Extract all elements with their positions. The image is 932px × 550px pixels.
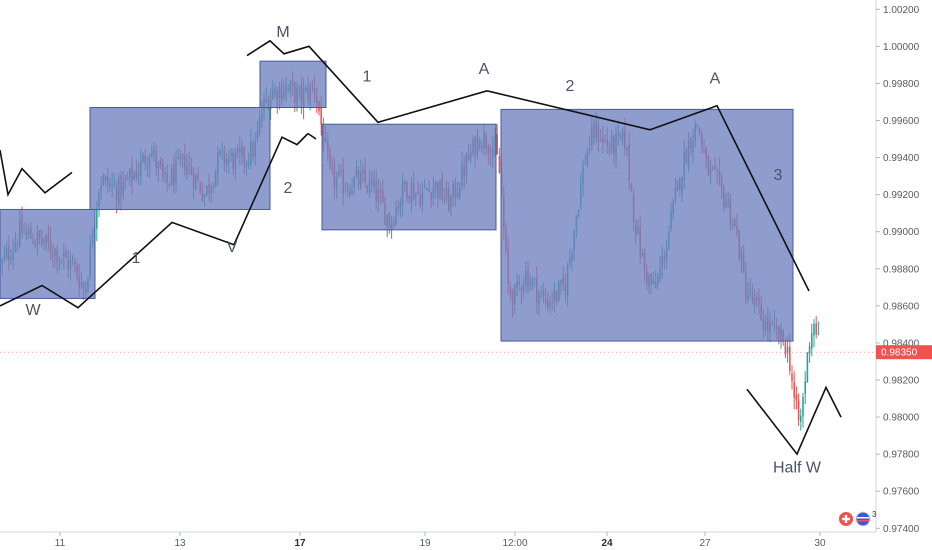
- y-tick-label: 0.97600: [883, 487, 920, 498]
- y-tick-label: 0.98000: [883, 413, 920, 424]
- y-tick: 0.98000: [876, 413, 920, 424]
- box-4: [321, 123, 497, 231]
- candle: [813, 319, 815, 348]
- candle: [498, 148, 501, 174]
- last-price-label: 0.98350: [881, 348, 918, 359]
- y-tick-label: 0.97800: [883, 450, 920, 461]
- svg-text:3: 3: [872, 510, 877, 519]
- y-tick-label: 0.99200: [883, 190, 920, 201]
- wave-label: Half W: [773, 460, 822, 477]
- wave-label: 3: [774, 167, 783, 184]
- y-tick-label: 0.97400: [883, 524, 920, 535]
- y-tick-label: 0.99000: [883, 227, 920, 238]
- x-tick-label: 12:00: [502, 538, 527, 549]
- x-tick: 13: [174, 532, 186, 549]
- candle: [496, 123, 498, 155]
- x-tick: 17: [294, 532, 306, 549]
- range-boxes: [0, 60, 794, 342]
- y-tick-label: 1.00200: [883, 5, 920, 16]
- candle: [806, 352, 809, 383]
- y-tick-label: 0.98400: [883, 338, 920, 349]
- wave-label: 2: [566, 78, 575, 95]
- candle: [802, 393, 804, 428]
- x-tick-label: 30: [814, 538, 826, 549]
- wave-annotations: W 1 V 2 M 1 A 2 A 3 Half W: [25, 24, 821, 477]
- x-tick: 30: [814, 532, 826, 549]
- y-tick: 0.98400: [876, 338, 920, 349]
- wave-label: W: [25, 302, 41, 319]
- flag-icon[interactable]: 3: [855, 510, 877, 527]
- x-ticks: 11 13 17 19 12:00 24 27 30: [55, 532, 826, 549]
- x-tick: 19: [419, 532, 431, 549]
- y-tick: 0.98200: [876, 376, 920, 387]
- y-tick: 0.99600: [876, 116, 920, 127]
- x-tick: 11: [55, 532, 66, 549]
- wave-label: A: [710, 70, 721, 87]
- y-tick-label: 1.00000: [883, 42, 920, 53]
- candle: [811, 323, 813, 357]
- y-tick: 0.99400: [876, 153, 920, 164]
- candle: [784, 338, 787, 359]
- x-tick: 12:00: [502, 532, 528, 549]
- x-tick-label: 13: [174, 538, 186, 549]
- y-tick: 0.98600: [876, 301, 920, 312]
- candle: [804, 371, 806, 405]
- wave-lines: [0, 39, 842, 456]
- candle: [793, 371, 795, 410]
- wave-m: [246, 39, 810, 292]
- box-1: [0, 208, 96, 299]
- y-tick-label: 0.99800: [883, 79, 920, 90]
- last-price-badge: [876, 345, 932, 360]
- box-5: [500, 108, 794, 342]
- wave-label: 1: [363, 69, 372, 86]
- y-tick: 0.99200: [876, 190, 920, 201]
- x-tick: 24: [601, 532, 613, 549]
- x-tick-label: 17: [294, 538, 306, 549]
- candle: [800, 408, 802, 431]
- y-tick-label: 0.99600: [883, 116, 920, 127]
- wave-left-stub: [307, 132, 317, 140]
- candle: [791, 365, 793, 390]
- y-tick: 0.97400: [876, 524, 920, 535]
- y-tick: 0.97800: [876, 450, 920, 461]
- wave-label: 1: [132, 250, 141, 267]
- wave-label: A: [479, 61, 490, 78]
- wave-label: V: [227, 239, 238, 256]
- wave-label: 2: [284, 180, 293, 197]
- box-3: [259, 60, 327, 109]
- candle: [797, 393, 800, 427]
- y-tick-label: 0.99400: [883, 153, 920, 164]
- y-tick: 0.98800: [876, 264, 920, 275]
- x-tick-label: 11: [55, 538, 66, 549]
- settings-icon[interactable]: [839, 512, 853, 526]
- candle: [795, 386, 798, 410]
- wave-w-bottom: [0, 132, 309, 309]
- x-tick: 27: [699, 532, 711, 549]
- y-tick: 0.99800: [876, 79, 920, 90]
- box-2: [89, 107, 271, 210]
- last-price-tag: 0.98350: [0, 345, 932, 360]
- y-tick-label: 0.98600: [883, 301, 920, 312]
- x-tick-label: 24: [601, 538, 613, 549]
- y-tick-label: 0.98800: [883, 264, 920, 275]
- y-tick: 0.99000: [876, 227, 920, 238]
- x-tick-label: 19: [419, 538, 431, 549]
- y-ticks: 1.00200 1.00000 0.99800 0.99600 0.99400 0.992…: [876, 5, 920, 535]
- wave-half-w: [746, 385, 842, 456]
- candle: [817, 321, 820, 336]
- y-tick: 1.00000: [876, 42, 920, 53]
- y-tick: 0.97600: [876, 487, 920, 498]
- candle: [815, 316, 817, 339]
- x-tick-label: 27: [699, 538, 711, 549]
- y-tick: 1.00200: [876, 5, 920, 16]
- candle: [808, 341, 811, 363]
- y-tick-label: 0.98200: [883, 376, 920, 387]
- wave-label: M: [276, 24, 289, 41]
- wave-w-top: [0, 149, 73, 197]
